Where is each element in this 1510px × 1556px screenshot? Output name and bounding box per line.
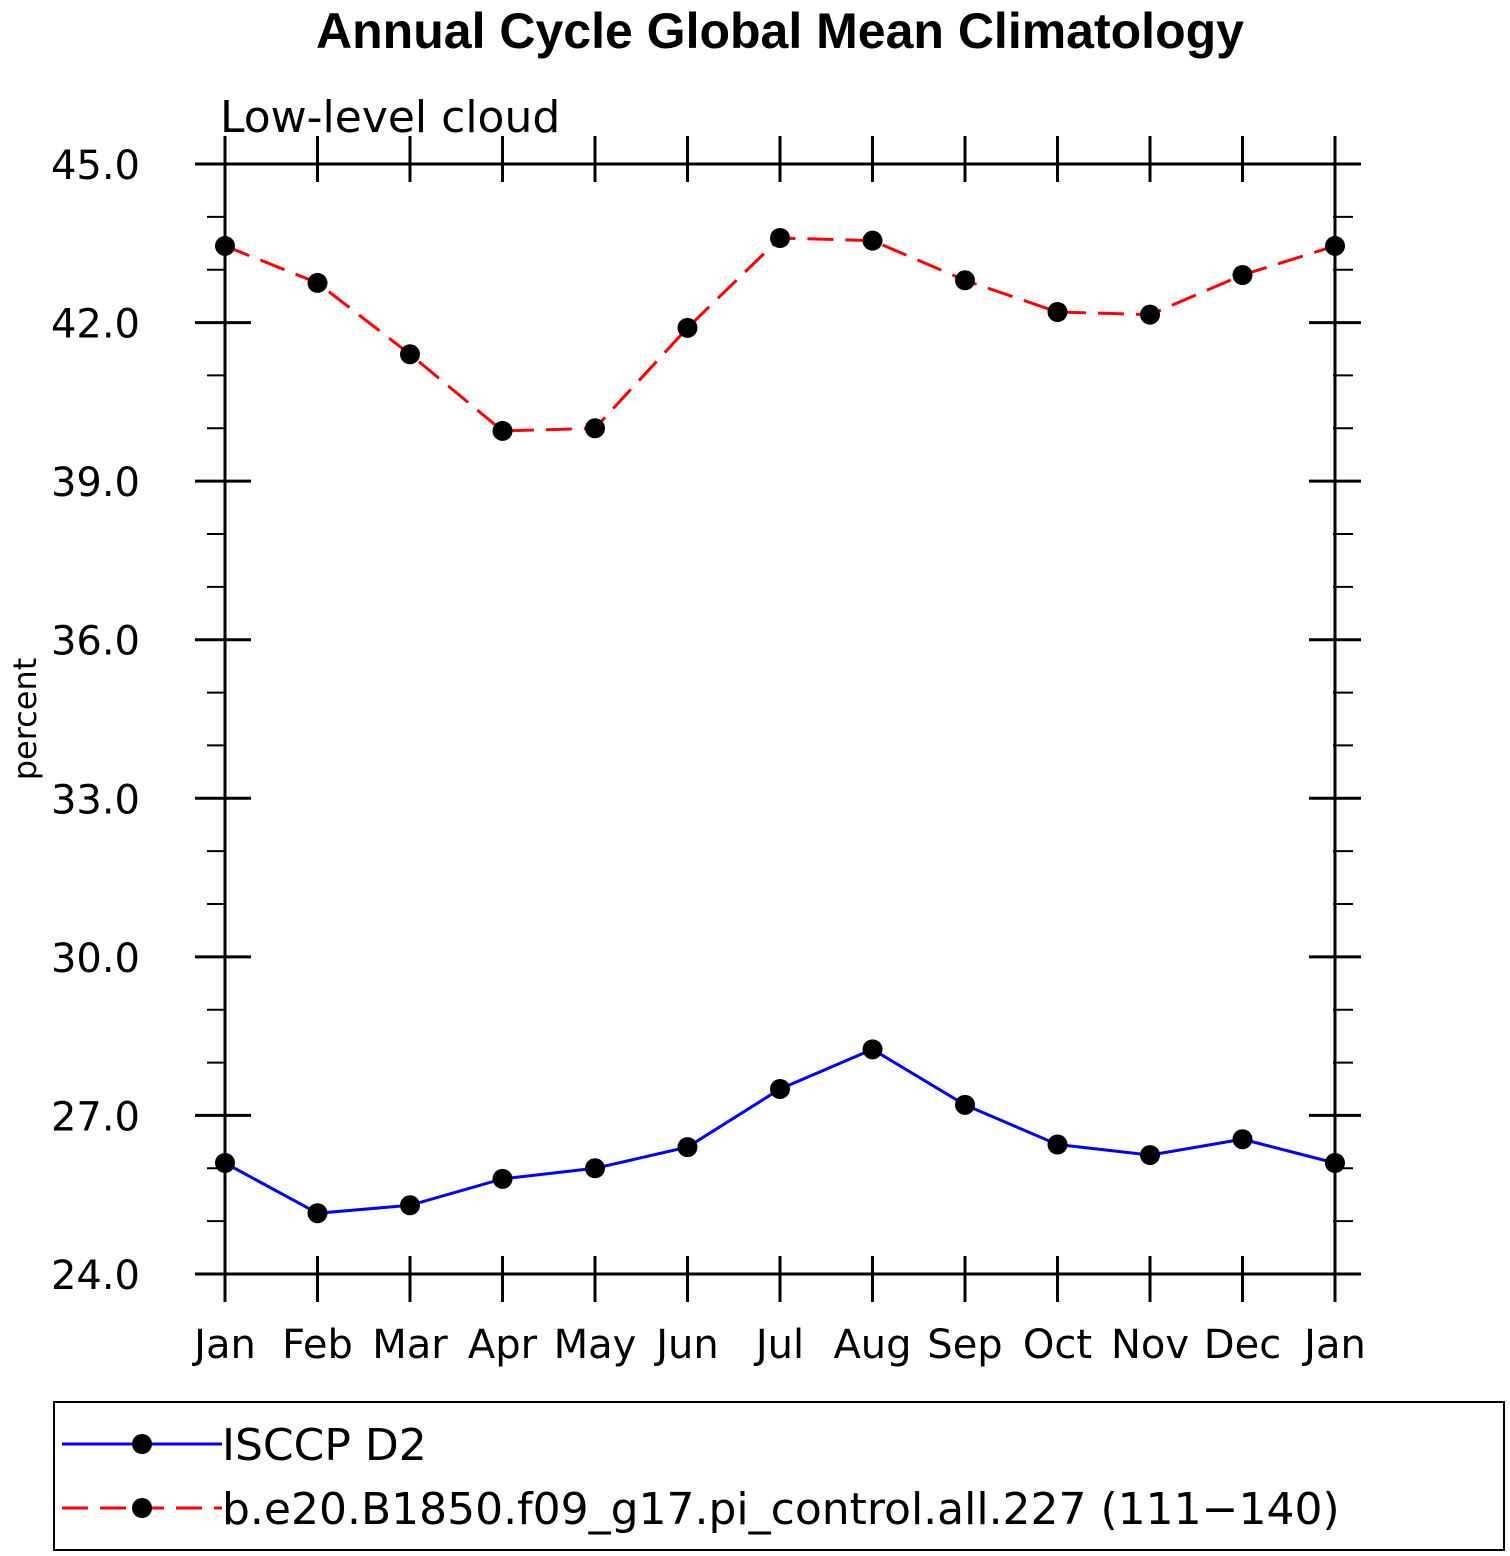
- legend-label: ISCCP D2: [222, 1420, 427, 1471]
- series-2: [215, 228, 1345, 441]
- x-tick-label: Apr: [468, 1322, 538, 1368]
- legend-marker: [132, 1498, 152, 1518]
- data-point: [862, 230, 883, 251]
- legend-entry-2: b.e20.B1850.f09_g17.pi_control.all.227 (…: [62, 1484, 1340, 1535]
- y-tick-label: 45.0: [51, 143, 140, 189]
- data-point: [400, 344, 420, 365]
- data-point: [585, 1158, 605, 1179]
- legend-entry-1: ISCCP D2: [62, 1420, 427, 1471]
- x-tick-label: Jan: [191, 1322, 256, 1368]
- data-point: [1047, 1134, 1068, 1155]
- legend-label: b.e20.B1850.f09_g17.pi_control.all.227 (…: [222, 1484, 1340, 1535]
- legend-box: [53, 1401, 1505, 1551]
- x-tick-label: Sep: [927, 1322, 1002, 1368]
- chart-subtitle: Low-level cloud: [220, 92, 560, 143]
- data-point: [400, 1195, 420, 1216]
- data-series: [215, 228, 1345, 1224]
- data-point: [307, 1203, 328, 1224]
- y-axis-label: percent: [6, 658, 44, 781]
- data-point: [862, 1039, 883, 1060]
- x-tick-label: Dec: [1204, 1322, 1281, 1368]
- legend: ISCCP D2 b.e20.B1850.f09_g17.pi_control.a…: [53, 1401, 1505, 1551]
- data-point: [955, 270, 975, 291]
- series-line: [224, 1047, 1336, 1215]
- x-tick-label: Oct: [1023, 1322, 1092, 1368]
- y-tick-label: 33.0: [51, 777, 140, 823]
- x-tick-label: Jul: [753, 1322, 804, 1368]
- y-tick-label: 27.0: [51, 1094, 140, 1140]
- data-point: [492, 420, 513, 441]
- data-point: [585, 418, 605, 439]
- data-point: [770, 1079, 790, 1099]
- data-point: [1047, 302, 1068, 322]
- series-1: [215, 1039, 1345, 1224]
- data-point: [307, 272, 328, 293]
- y-tick-label: 30.0: [51, 936, 140, 982]
- chart-title: Annual Cycle Global Mean Climatology: [316, 3, 1244, 59]
- x-tick-label: Feb: [282, 1322, 353, 1368]
- data-point: [1232, 1129, 1253, 1150]
- data-point: [1140, 1145, 1160, 1166]
- data-point: [677, 1137, 698, 1158]
- plot-frame: [223, 162, 1337, 1276]
- axis-ticks: [195, 136, 1361, 1302]
- x-tick-label: Jun: [653, 1322, 719, 1368]
- data-point: [492, 1168, 513, 1189]
- y-tick-label: 24.0: [51, 1253, 140, 1299]
- axis-tick-labels: Jan Feb Mar Apr May Jun Jul Aug Sep Oct Nov Dec Jan 2…: [51, 143, 1366, 1368]
- legend-marker: [132, 1434, 152, 1454]
- x-tick-label: May: [554, 1322, 637, 1368]
- data-point: [955, 1094, 975, 1115]
- y-tick-label: 36.0: [51, 619, 140, 665]
- series-line: [224, 236, 1336, 433]
- y-tick-label: 42.0: [51, 302, 140, 348]
- x-tick-label: Jan: [1301, 1322, 1366, 1368]
- x-tick-label: Aug: [833, 1322, 911, 1368]
- data-point: [677, 317, 698, 338]
- y-tick-label: 39.0: [51, 460, 140, 506]
- legend-entries: ISCCP D2 b.e20.B1850.f09_g17.pi_control.a…: [62, 1420, 1340, 1535]
- data-point: [770, 228, 790, 248]
- data-point: [1232, 265, 1253, 285]
- x-tick-label: Mar: [372, 1322, 448, 1368]
- x-tick-label: Nov: [1111, 1322, 1189, 1368]
- data-point: [1140, 304, 1160, 325]
